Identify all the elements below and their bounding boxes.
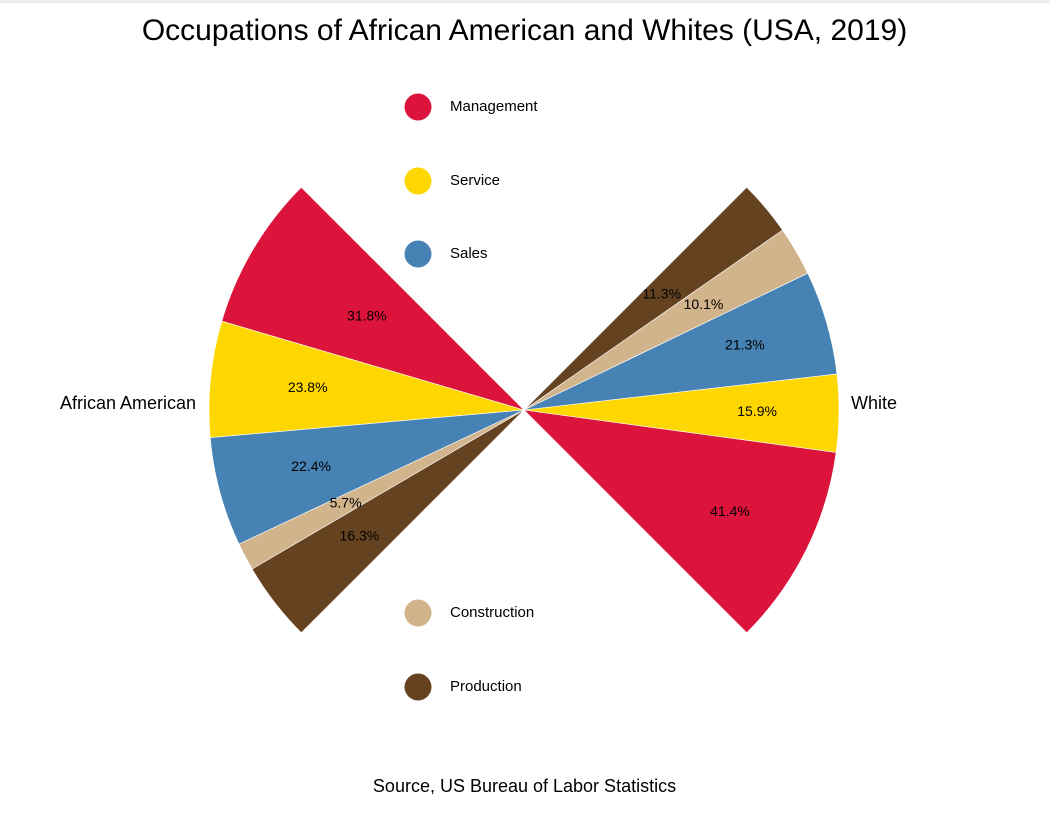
data-label-white-sales: 21.3% [725, 337, 765, 353]
data-label-african-american-construction: 5.7% [330, 495, 362, 511]
legend-swatch-sales [404, 240, 432, 268]
series-label-white: White [851, 393, 897, 413]
legend-item-service: Service [404, 167, 500, 195]
legend-label-sales: Sales [450, 245, 488, 262]
legend-item-sales: Sales [404, 240, 488, 268]
legend-swatch-service [404, 167, 432, 195]
legend-item-management: Management [404, 93, 538, 121]
legend-swatch-production [404, 673, 432, 701]
series-label-african-american: African American [60, 393, 196, 413]
slice-white-management [523, 409, 837, 634]
data-label-african-american-service: 23.8% [288, 379, 328, 395]
data-label-white-management: 41.4% [710, 503, 750, 519]
slice-african-american-production [251, 409, 525, 634]
data-label-african-american-management: 31.8% [347, 308, 387, 324]
legend-swatch-management [404, 93, 432, 121]
legend-label-management: Management [450, 98, 538, 115]
slices-layer [208, 186, 840, 634]
legend-swatch-construction [404, 599, 432, 627]
data-label-african-american-production: 16.3% [340, 528, 380, 544]
slice-african-american-management [221, 186, 525, 411]
legend: Management Service Sales Construction Produc… [404, 93, 538, 701]
top-divider [0, 0, 1049, 3]
data-label-white-service: 15.9% [737, 403, 777, 419]
data-label-african-american-sales: 22.4% [291, 458, 331, 474]
slice-white-production [523, 186, 783, 411]
legend-label-construction: Construction [450, 604, 534, 621]
chart-title: Occupations of African American and Whit… [141, 14, 908, 47]
data-label-white-construction: 10.1% [684, 296, 724, 312]
legend-item-production: Production [404, 673, 522, 701]
chart-source: Source, US Bureau of Labor Statistics [372, 776, 677, 796]
legend-item-construction: Construction [404, 599, 534, 627]
legend-label-service: Service [450, 172, 500, 189]
labels-layer: 31.8% 23.8% 22.4% 5.7% 16.3% 41.4% 15.9% 21.3% 1… [60, 286, 897, 544]
legend-label-production: Production [450, 678, 522, 695]
data-label-white-production: 11.3% [642, 286, 681, 302]
